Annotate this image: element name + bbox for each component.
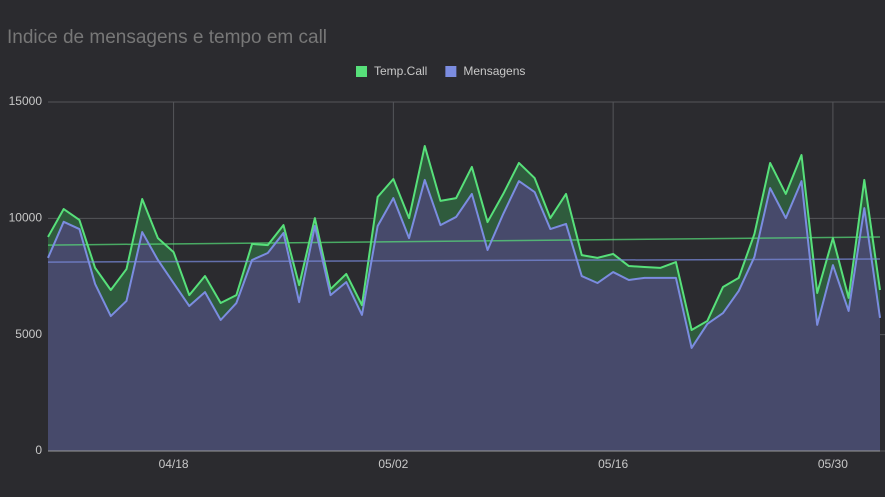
legend-swatch [356, 66, 367, 77]
x-tick-label: 05/02 [378, 457, 408, 471]
series-line [47, 178, 881, 349]
y-tick-label: 15000 [9, 94, 43, 108]
x-tick-label: 05/30 [818, 457, 848, 471]
series-line [47, 144, 881, 332]
legend-label: Mensagens [463, 64, 525, 78]
y-tick-label: 0 [35, 443, 42, 457]
chart-title: Indice de mensagens e tempo em call [7, 27, 327, 48]
y-tick-label: 10000 [9, 211, 43, 225]
legend-swatch [445, 66, 457, 77]
legend-label: Temp.Call [374, 64, 427, 78]
y-tick-label: 5000 [15, 327, 42, 341]
area-fill [48, 179, 880, 451]
trend-line [47, 258, 881, 263]
trend-line [47, 236, 881, 246]
x-tick-label: 05/16 [598, 457, 628, 471]
x-tick-label: 04/18 [159, 457, 189, 471]
